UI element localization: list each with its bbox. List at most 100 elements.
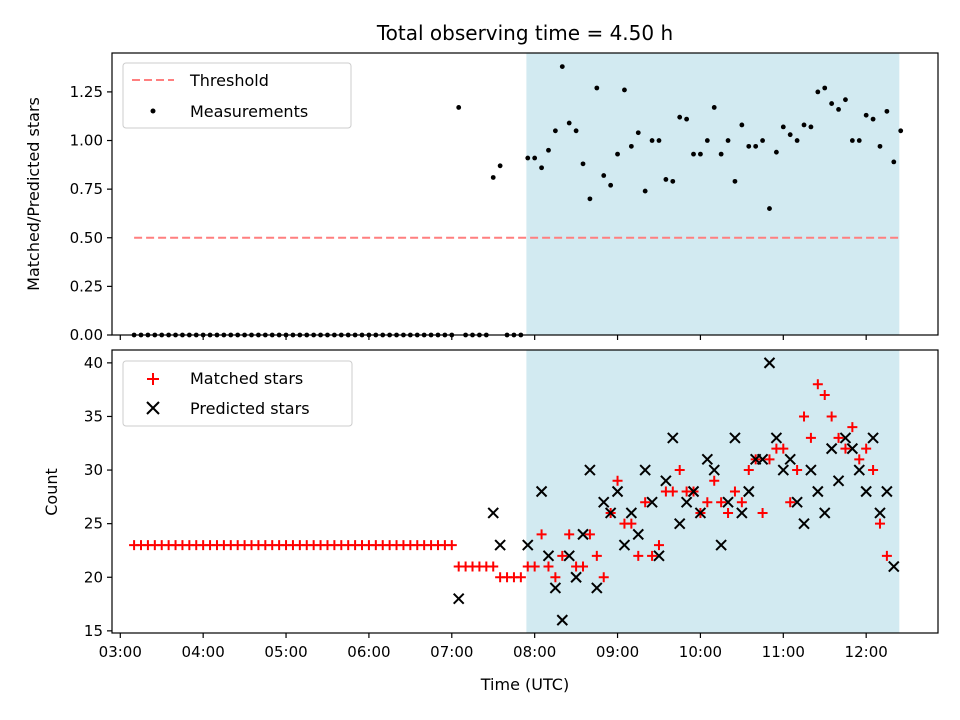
matched-star-point (812, 379, 823, 390)
predicted-star-point (867, 432, 879, 444)
matched-star-point (633, 550, 644, 561)
predicted-star-point (494, 539, 506, 551)
predicted-star-point (729, 432, 741, 444)
predicted-star-point (667, 432, 679, 444)
predicted-star-point (770, 432, 783, 444)
measurement-point (780, 124, 786, 130)
measurement-point (656, 138, 662, 143)
top-legend-box (122, 62, 352, 129)
matched-star-point (861, 443, 872, 454)
measurement-point (794, 138, 800, 143)
matched-star-point (543, 561, 554, 572)
measurement-point (670, 178, 676, 184)
measurement-point (642, 188, 648, 194)
predicted-star-point (604, 507, 617, 519)
measurement-point (546, 147, 551, 153)
legend-matched-swatch (147, 373, 159, 385)
predicted-star-point (556, 614, 569, 626)
matched-star-point (626, 518, 637, 529)
matched-star-point (550, 572, 561, 583)
measurement-point (704, 138, 710, 143)
measurement-point (580, 161, 586, 167)
predicted-star-point (639, 464, 651, 476)
measurement-point (601, 173, 607, 178)
measurement-point (773, 149, 779, 155)
predicted-star-point (591, 582, 603, 594)
legend-measurements-label: Measurements (190, 102, 308, 121)
predicted-star-point (832, 475, 845, 487)
predicted-star-point (680, 496, 693, 508)
predicted-star-point (584, 464, 596, 476)
measurement-point (649, 138, 655, 143)
predicted-star-point (570, 571, 582, 583)
matched-star-point (591, 550, 602, 561)
predicted-star-point (784, 453, 796, 466)
predicted-star-point (846, 442, 859, 455)
measurement-point (587, 196, 593, 202)
predicted-star-point (611, 485, 624, 498)
legend-predicted-swatch (146, 401, 160, 415)
measurement-point (898, 128, 904, 134)
measurement-point (808, 124, 814, 130)
measurement-point (718, 151, 724, 157)
predicted-star-point (715, 539, 727, 551)
predicted-star-point (756, 453, 769, 466)
predicted-star-point (874, 507, 886, 519)
measurement-point (684, 116, 690, 122)
bottom-axes-frame (111, 349, 939, 634)
predicted-star-point (819, 507, 831, 519)
measurement-point (691, 151, 696, 157)
predicted-star-point (653, 550, 665, 562)
x-tick-label: 10:00 (679, 643, 722, 661)
matched-star-point (564, 529, 575, 540)
predicted-star-point (577, 528, 589, 541)
matched-star-point (647, 550, 658, 561)
bottom-y-tick-label: 15 (84, 622, 103, 640)
measurement-point (608, 182, 614, 188)
predicted-star-point (763, 357, 776, 369)
top-axes-frame (111, 52, 939, 336)
measurement-point (698, 151, 703, 157)
matched-star-point (598, 572, 609, 583)
bottom-legend: Matched stars Predicted stars (122, 360, 353, 427)
measurement-point (725, 138, 731, 143)
x-tick-label: 07:00 (430, 643, 473, 661)
observing-window-shade (526, 53, 900, 335)
matched-star-point (536, 529, 547, 540)
bottom-y-axis-label: Count (42, 468, 61, 516)
matched-star-point (826, 411, 837, 422)
matched-star-point (874, 518, 885, 529)
top-x-ticks (119, 335, 867, 340)
top-y-tick-label: 0.50 (70, 229, 103, 247)
predicted-star-point (888, 560, 900, 573)
bottom-y-tick-label: 20 (84, 568, 103, 586)
predicted-star-point (791, 496, 803, 508)
top-y-axis-label: Matched/Predicted stars (24, 97, 43, 291)
matched-star-point (764, 454, 775, 465)
predicted-star-point (625, 507, 638, 519)
predicted-star-point (825, 442, 838, 455)
predicted-star-point (487, 507, 499, 519)
bottom-legend-box (122, 360, 353, 427)
predicted-star-point (708, 464, 720, 476)
predicted-star-point (673, 517, 686, 530)
measurement-point (732, 178, 738, 184)
matched-star-point (743, 465, 754, 476)
predicted-star-point (563, 550, 575, 562)
top-y-tick-label: 0.75 (70, 180, 103, 198)
predicted-star-point (722, 496, 734, 508)
matched-star-point (729, 486, 740, 497)
matched-star-point (529, 561, 540, 572)
predicted-star-point (522, 539, 534, 551)
measurement-point (566, 120, 572, 126)
top-y-tick-label: 1.25 (70, 83, 103, 101)
measurement-point (490, 175, 496, 180)
predicted-star-point (860, 485, 872, 498)
measurement-point (552, 128, 558, 134)
bottom-y-tick-label: 40 (84, 354, 103, 372)
bottom-y-tick-label: 35 (84, 407, 103, 425)
measurement-point (815, 89, 821, 95)
bottom-y-ticks: 15 20 25 30 35 40 (84, 354, 112, 640)
predicted-star-point (805, 464, 817, 476)
matched-star-point (805, 432, 816, 443)
